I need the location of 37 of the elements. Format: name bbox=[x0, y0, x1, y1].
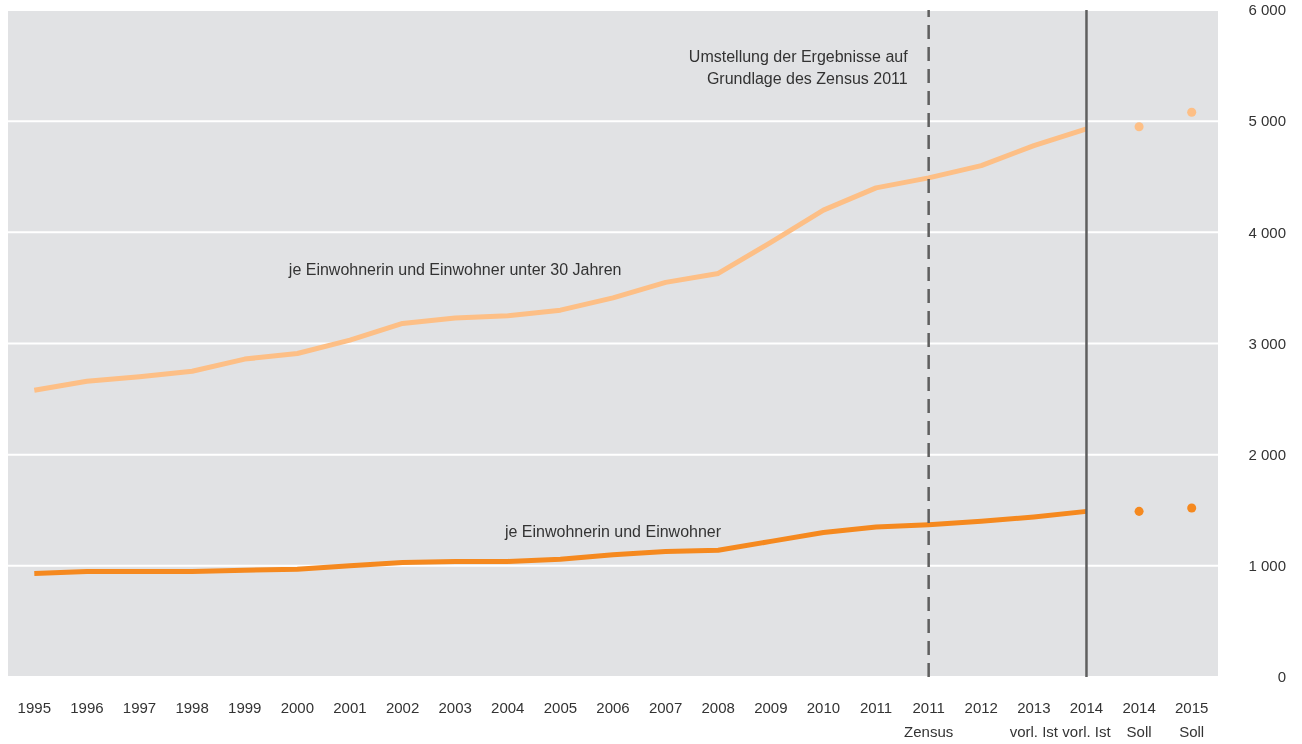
x-tick-label: 2002 bbox=[385, 699, 420, 716]
x-tick-label: 2014 Soll bbox=[1122, 699, 1156, 740]
point bbox=[1187, 107, 1197, 117]
point bbox=[1134, 506, 1144, 516]
x-tick-label: 2013 vorl. Ist bbox=[1009, 699, 1059, 740]
x-tick-label: 1998 bbox=[175, 699, 209, 716]
y-tick-label: 5 000 bbox=[1248, 112, 1286, 130]
y-tick-label: 6 000 bbox=[1248, 1, 1286, 19]
x-tick-label: 2014 vorl. Ist bbox=[1062, 699, 1112, 740]
x-tick-label: 2011 Zensus bbox=[904, 699, 954, 740]
y-tick-label: 2 000 bbox=[1248, 445, 1286, 463]
point bbox=[1187, 503, 1197, 513]
x-tick-label: 2015 Soll bbox=[1175, 699, 1209, 740]
x-tick-label: 1996 bbox=[70, 699, 104, 716]
series-label: je Einwohnerin und Einwohner bbox=[503, 522, 722, 540]
x-tick-label: 2011 bbox=[859, 699, 893, 716]
x-tick-label: 1999 bbox=[228, 699, 262, 716]
series-label: je Einwohnerin und Einwohner unter 30 Jahren bbox=[287, 260, 622, 278]
ref-line-label: Umstellung der Ergebnisse auf Grundlage des Zensus 2011 bbox=[688, 48, 909, 87]
y-tick-label: 0 bbox=[1277, 668, 1286, 686]
x-tick-label: 2005 bbox=[543, 699, 578, 716]
x-tick-label: 1997 bbox=[122, 699, 157, 716]
y-tick-label: 3 000 bbox=[1248, 334, 1286, 352]
x-tick-label: 2010 bbox=[806, 699, 841, 716]
y-tick-label: 4 000 bbox=[1248, 223, 1286, 241]
x-tick-label: 2001 bbox=[333, 699, 367, 716]
x-tick-label: 2008 bbox=[701, 699, 735, 716]
x-tick-label: 2004 bbox=[491, 699, 525, 716]
point bbox=[1134, 122, 1144, 132]
x-tick-label: 2003 bbox=[438, 699, 472, 716]
y-tick-label: 1 000 bbox=[1248, 557, 1286, 575]
x-tick-label: 2006 bbox=[596, 699, 630, 716]
x-tick-label: 1995 bbox=[17, 699, 51, 716]
x-tick-label: 2000 bbox=[280, 699, 315, 716]
x-tick-label: 2012 bbox=[964, 699, 998, 716]
x-tick-label: 2007 bbox=[648, 699, 683, 716]
x-tick-label: 2009 bbox=[754, 699, 788, 716]
